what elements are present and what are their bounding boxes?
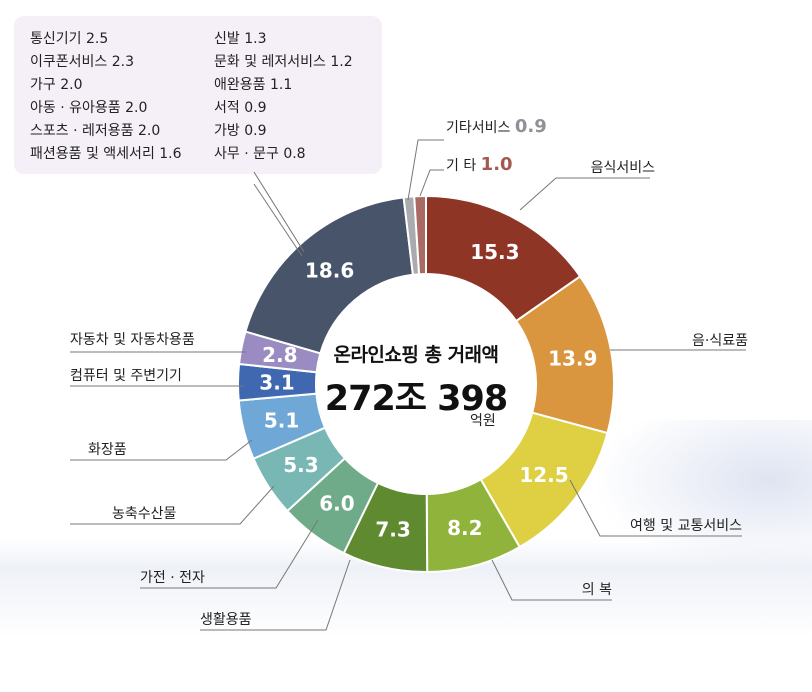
slice-category-label: 농축수산물: [112, 506, 177, 522]
leader-line: [70, 439, 253, 461]
leader-line: [519, 177, 650, 211]
slice-category-label: 자동차 및 자동차용품: [70, 332, 195, 348]
donut-slice: [244, 196, 415, 355]
legend-item: 사무 · 문구 0.8: [214, 146, 306, 162]
slice-value-label: 15.3: [470, 240, 519, 264]
slice-value-label: 6.0: [319, 491, 354, 515]
legend-item: 패션용품 및 액세서리 1.6: [30, 146, 182, 162]
leader-line: [253, 183, 303, 257]
legend-box: 통신기기 2.5 신발 1.3 이쿠폰서비스 2.3 문화 및 레저서비스 1.…: [14, 16, 382, 174]
slice-value-label: 3.1: [259, 371, 294, 395]
slice-value-label: 8.2: [447, 516, 482, 540]
background-glow: [592, 420, 812, 570]
leader-line: [491, 559, 612, 601]
legend-item: 문화 및 레저서비스 1.2: [214, 54, 353, 70]
slice-category-label: 가전 · 전자: [140, 570, 205, 586]
legend-item: 아동 · 유아용품 2.0: [30, 100, 148, 116]
chart-center-title: 온라인쇼핑 총 거래액: [333, 344, 499, 366]
leader-line: [569, 479, 742, 537]
slice-category-label: 컴퓨터 및 주변기기: [70, 368, 182, 384]
legend-item: 가방 0.9: [214, 123, 267, 139]
legend-item: 애완용품 1.1: [214, 77, 293, 93]
callout-other-service: 기타서비스 0.9: [446, 116, 547, 137]
slice-value-label: 18.6: [305, 258, 354, 282]
leader-line: [253, 171, 305, 253]
legend-item: 가구 2.0: [30, 77, 83, 93]
leader-line: [407, 139, 444, 201]
callout-other: 기 타 1.0: [446, 154, 513, 175]
slice-category-label: 여행 및 교통서비스: [630, 518, 742, 534]
leader-line: [70, 485, 275, 525]
slice-category-label: 화장품: [88, 442, 127, 458]
chart-center-value: 272조 398: [324, 379, 509, 419]
legend-item: 서적 0.9: [214, 100, 267, 116]
chart-center-unit: 억원: [470, 413, 496, 429]
slice-value-label: 7.3: [375, 517, 410, 541]
leader-line: [419, 169, 444, 197]
leader-line: [200, 559, 351, 631]
slice-value-label: 13.9: [548, 346, 597, 370]
legend-item: 이쿠폰서비스 2.3: [30, 54, 134, 70]
slice-value-label: 5.3: [283, 453, 318, 477]
legend-item: 통신기기 2.5: [30, 31, 109, 47]
leader-line: [140, 519, 319, 589]
slice-category-label: 의 복: [582, 582, 612, 598]
legend-item: 신발 1.3: [214, 31, 267, 47]
slice-value-label: 2.8: [262, 343, 297, 367]
slice-value-label: 5.1: [264, 409, 299, 433]
donut-slice: [413, 194, 427, 276]
slice-value-label: 12.5: [519, 463, 568, 487]
slice-category-label: 음·식료품: [692, 333, 748, 349]
legend-item: 스포츠 · 레저용품 2.0: [30, 123, 161, 139]
slice-category-label: 생활용품: [200, 612, 252, 628]
slice-category-label: 음식서비스: [591, 160, 656, 176]
